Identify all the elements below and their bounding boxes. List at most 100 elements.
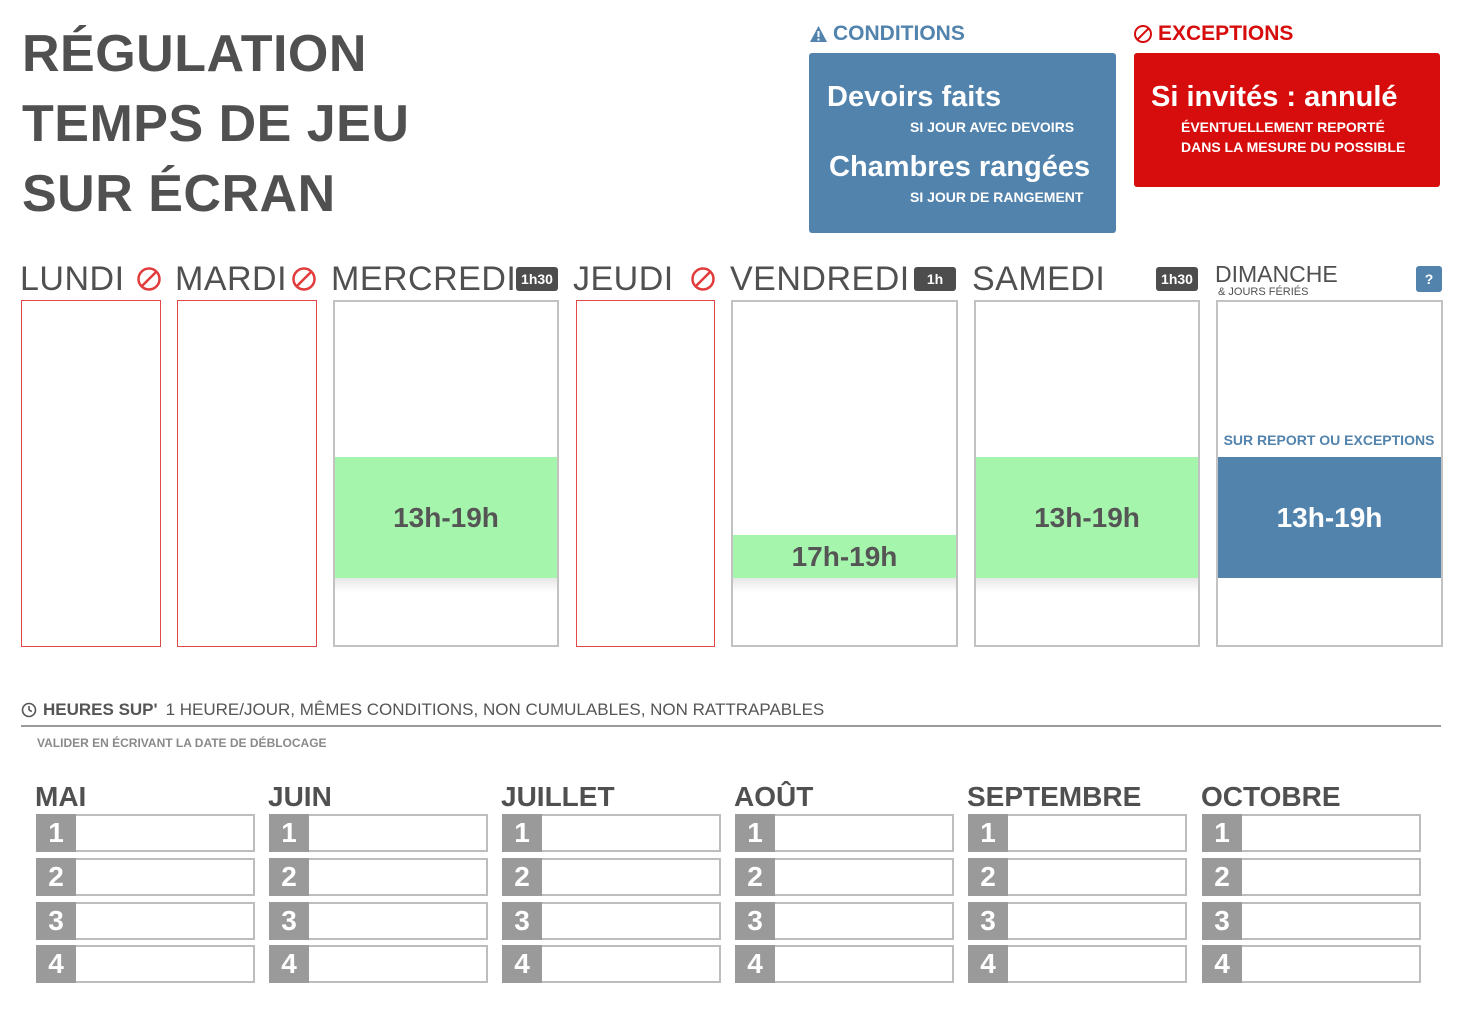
date-entry-field[interactable]: [542, 816, 719, 850]
date-entry-field[interactable]: [775, 947, 952, 981]
day-label-sunday: DIMANCHE: [1215, 261, 1338, 287]
date-entry-field[interactable]: [1008, 816, 1185, 850]
month-entry-row: 1: [1202, 814, 1421, 852]
date-entry-field[interactable]: [76, 904, 253, 938]
month-entry-row: 4: [968, 945, 1187, 983]
month-entry-number: 2: [1202, 858, 1242, 896]
warning-icon: [810, 26, 827, 42]
exception-note-2: DANS LA MESURE DU POSSIBLE: [1181, 139, 1406, 155]
ban-icon: [1134, 25, 1152, 43]
date-entry-field[interactable]: [1008, 904, 1185, 938]
title-line-3: SUR ÉCRAN: [22, 165, 336, 223]
month-entry-number: 3: [968, 902, 1008, 940]
day-label-tuesday: MARDI: [175, 260, 288, 298]
day-label-saturday: SAMEDI: [972, 260, 1106, 298]
day-box-wednesday: 13h-19h: [333, 300, 559, 647]
date-entry-field[interactable]: [76, 816, 253, 850]
duration-badge-friday: 1h: [914, 267, 956, 291]
month-entry-number: 3: [269, 902, 309, 940]
month-entry-row: 2: [36, 858, 255, 896]
date-entry-field[interactable]: [1242, 947, 1419, 981]
date-entry-field[interactable]: [309, 947, 486, 981]
date-entry-field[interactable]: [775, 860, 952, 894]
time-slot-friday: 17h-19h: [733, 535, 956, 578]
month-entry-row: 4: [1202, 945, 1421, 983]
month-entry-number: 1: [502, 814, 542, 852]
conditions-box: Devoirs faits SI JOUR AVEC DEVOIRS Chamb…: [809, 53, 1116, 233]
title-line-1: RÉGULATION: [22, 25, 367, 83]
month-entry-number: 3: [36, 902, 76, 940]
time-slot-wednesday: 13h-19h: [335, 457, 557, 578]
ban-icon: [137, 267, 161, 291]
date-entry-field[interactable]: [76, 947, 253, 981]
condition-room: Chambres rangées: [829, 151, 1091, 183]
month-entry-number: 2: [968, 858, 1008, 896]
month-entry-row: 3: [502, 902, 721, 940]
month-entry-number: 2: [502, 858, 542, 896]
date-entry-field[interactable]: [542, 947, 719, 981]
month-name: MAI: [35, 781, 87, 812]
date-entry-field[interactable]: [775, 904, 952, 938]
month-entry-number: 2: [269, 858, 309, 896]
time-slot-sunday: 13h-19h: [1218, 457, 1441, 578]
date-entry-field[interactable]: [76, 860, 253, 894]
slot-shadow: [733, 578, 956, 592]
exception-guests: Si invités : annulé: [1151, 81, 1398, 113]
date-entry-field[interactable]: [542, 860, 719, 894]
month-entry-row: 1: [502, 814, 721, 852]
day-box-sunday: 13h-19h: [1216, 300, 1443, 647]
ban-icon: [292, 267, 316, 291]
month-entry-row: 2: [1202, 858, 1421, 896]
date-entry-field[interactable]: [542, 904, 719, 938]
month-entry-row: 3: [269, 902, 488, 940]
date-entry-field[interactable]: [1008, 947, 1185, 981]
exceptions-heading-label: EXCEPTIONS: [1158, 22, 1294, 45]
date-entry-field[interactable]: [309, 816, 486, 850]
month-entry-row: 4: [269, 945, 488, 983]
month-entry-number: 4: [502, 945, 542, 983]
date-entry-field[interactable]: [1242, 860, 1419, 894]
month-name: AOÛT: [734, 781, 814, 812]
month-entry-row: 2: [502, 858, 721, 896]
month-entry-number: 3: [502, 902, 542, 940]
day-box-friday: 17h-19h: [731, 300, 958, 647]
month-entry-row: 2: [968, 858, 1187, 896]
overtime-note: VALIDER EN ÉCRIVANT LA DATE DE DÉBLOCAGE: [37, 736, 327, 750]
day-box-saturday: 13h-19h: [974, 300, 1200, 647]
title-line-2: TEMPS DE JEU: [22, 95, 410, 153]
month-entry-row: 1: [36, 814, 255, 852]
month-entry-row: 3: [735, 902, 954, 940]
date-entry-field[interactable]: [1008, 860, 1185, 894]
conditions-heading: CONDITIONS: [809, 21, 965, 47]
month-entry-number: 1: [1202, 814, 1242, 852]
exception-note-1: ÉVENTUELLEMENT REPORTÉ: [1181, 119, 1385, 135]
day-label-thursday: JEUDI: [573, 260, 674, 298]
month-name: JUIN: [268, 781, 332, 812]
date-entry-field[interactable]: [1242, 904, 1419, 938]
month-name: OCTOBRE: [1201, 781, 1341, 812]
month-entry-number: 1: [968, 814, 1008, 852]
overtime-divider: [21, 725, 1441, 727]
month-name: JUILLET: [501, 781, 615, 812]
month-entry-number: 3: [1202, 902, 1242, 940]
month-entry-number: 4: [968, 945, 1008, 983]
month-entry-number: 2: [735, 858, 775, 896]
condition-homework-note: SI JOUR AVEC DEVOIRS: [910, 119, 1075, 135]
date-entry-field[interactable]: [309, 860, 486, 894]
overtime-text: 1 HEURE/JOUR, MÊMES CONDITIONS, NON CUMU…: [165, 700, 825, 719]
month-entry-row: 2: [269, 858, 488, 896]
date-entry-field[interactable]: [1242, 816, 1419, 850]
slot-shadow: [976, 578, 1198, 592]
month-entry-row: 4: [36, 945, 255, 983]
month-entry-row: 2: [735, 858, 954, 896]
exceptions-heading: EXCEPTIONS: [1133, 21, 1293, 47]
help-badge[interactable]: ?: [1416, 266, 1442, 292]
date-entry-field[interactable]: [309, 904, 486, 938]
month-entry-number: 1: [269, 814, 309, 852]
condition-room-note: SI JOUR DE RANGEMENT: [910, 189, 1084, 205]
month-entry-row: 4: [735, 945, 954, 983]
month-name: SEPTEMBRE: [967, 781, 1142, 812]
condition-homework: Devoirs faits: [827, 81, 1002, 113]
month-entry-number: 1: [735, 814, 775, 852]
date-entry-field[interactable]: [775, 816, 952, 850]
